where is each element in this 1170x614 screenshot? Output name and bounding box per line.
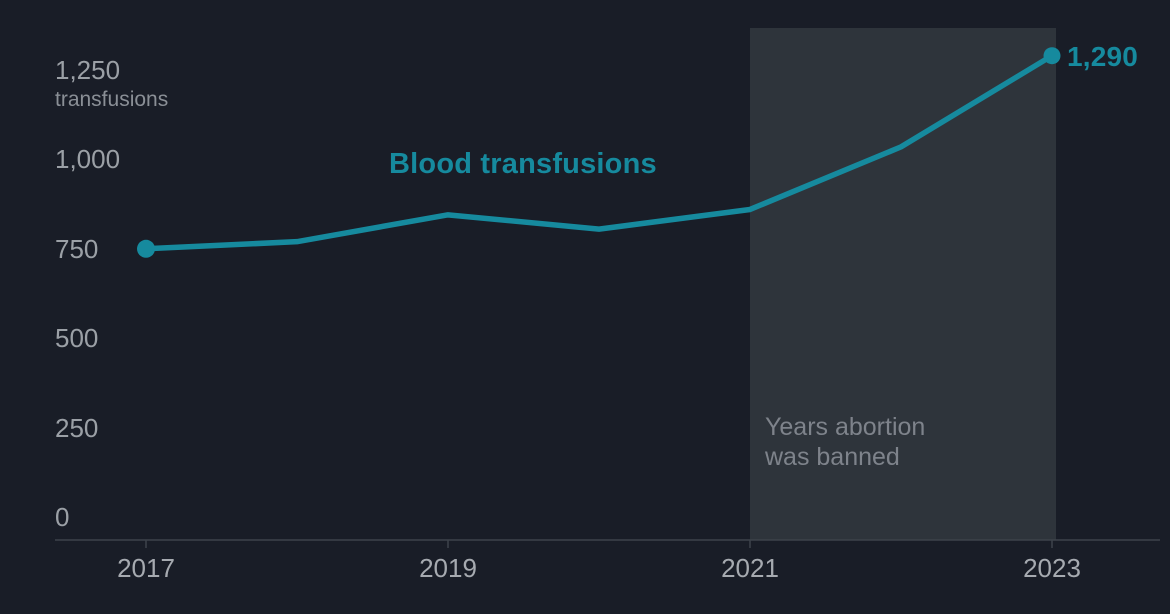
x-axis-label-2017: 2017 (117, 553, 175, 583)
annotation-line-1: Years abortion (765, 413, 926, 441)
y-axis-unit-label: transfusions (55, 88, 169, 111)
x-axis-label-2019: 2019 (419, 553, 477, 583)
annotation-line-2: was banned (765, 442, 900, 471)
y-axis-label-250: 250 (55, 412, 99, 443)
x-axis-label-2023: 2023 (1023, 553, 1081, 583)
chart-title: Blood transfusions (389, 148, 657, 180)
y-axis-label-750: 750 (55, 233, 99, 264)
end-value-label: 1,290 (1067, 40, 1139, 72)
y-axis-label-1250: 1,250 (55, 55, 121, 85)
first-point-marker (137, 239, 155, 258)
last-point-marker (1043, 47, 1061, 65)
y-axis-label-0: 0 (55, 502, 70, 532)
transfusions-line-series (143, 52, 1055, 252)
y-axis-label-1000: 1,000 (55, 144, 121, 175)
x-axis-label-2021: 2021 (721, 553, 779, 583)
y-axis-label-500: 500 (55, 323, 99, 354)
banned-years-annotation: Years abortion was banned (765, 413, 925, 472)
x-axis-ticks (145, 540, 1053, 548)
banned-years-band (750, 28, 1056, 540)
